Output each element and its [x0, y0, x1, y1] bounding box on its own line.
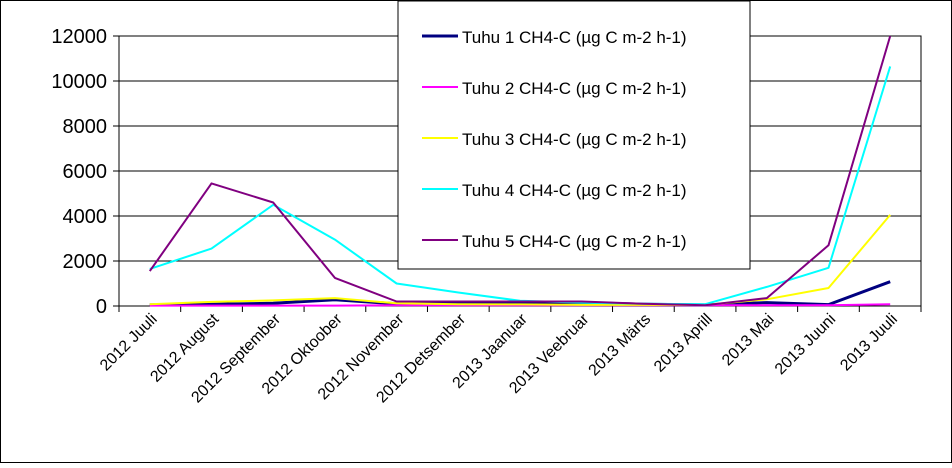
y-tick-label: 8000: [63, 116, 108, 138]
series-line-tuhu-1: [149, 280, 891, 307]
series-line-tuhu-5: [148, 35, 892, 307]
y-tick-label: 12000: [51, 26, 107, 48]
series-lines: [148, 35, 892, 307]
y-tick-label: 10000: [51, 71, 107, 93]
legend-label: Tuhu 4 CH4-C (µg C m-2 h-1): [462, 181, 687, 200]
y-tick-label: 4000: [63, 206, 108, 228]
legend-label: Tuhu 2 CH4-C (µg C m-2 h-1): [462, 79, 687, 98]
legend-label: Tuhu 1 CH4-C (µg C m-2 h-1): [462, 28, 687, 47]
series-line-tuhu-3: [149, 214, 891, 306]
legend-box: [397, 0, 751, 270]
y-tick-label: 0: [96, 296, 107, 318]
y-axis-ticks: 0 2000 4000 6000 8000 10000 12000: [51, 26, 119, 318]
legend-label: Tuhu 3 CH4-C (µg C m-2 h-1): [462, 130, 687, 149]
y-tick-label: 6000: [63, 161, 108, 183]
legend: Tuhu 1 CH4-C (µg C m-2 h-1) Tuhu 2 CH4-C …: [397, 0, 751, 270]
y-tick-label: 2000: [63, 251, 108, 273]
legend-label: Tuhu 5 CH4-C (µg C m-2 h-1): [462, 232, 687, 251]
